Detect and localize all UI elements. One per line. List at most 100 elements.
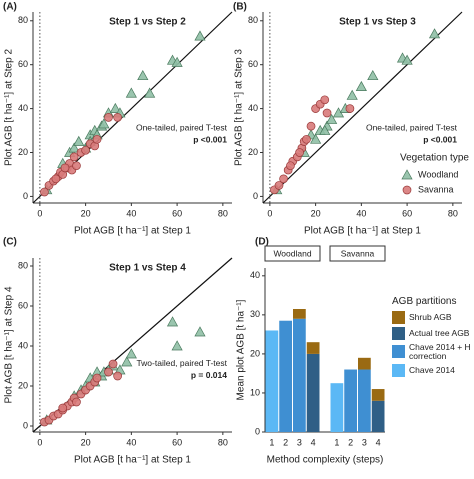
legend-d: AGB partitions Shrub AGB Actual tree AGB Ch… (392, 296, 472, 380)
x-tick-label: 3 (297, 437, 302, 447)
point (171, 56, 183, 67)
x-tick-label: 1 (269, 437, 274, 447)
point (319, 124, 331, 135)
legend-item: Chave 2014 (392, 363, 472, 377)
annotation: One-tailed, paired T-test (366, 122, 458, 132)
point (69, 152, 79, 162)
legend-swatch (392, 327, 405, 340)
annotation: p <0.001 (423, 134, 457, 144)
legend-item: Actual tree AGB (392, 327, 472, 340)
point (40, 187, 49, 197)
bar-segment (293, 318, 306, 432)
y-axis-label: Plot AGB [t ha⁻¹] at Step 3 (234, 49, 245, 166)
y-tick-label: 0 (253, 191, 258, 201)
panel-title: Step 1 vs Step 2 (109, 17, 186, 28)
bar-segment (306, 353, 320, 432)
point (121, 356, 133, 367)
panel-label: (D) (255, 237, 269, 248)
point (306, 121, 316, 131)
point (72, 397, 81, 407)
x-tick-label: 40 (126, 208, 136, 218)
y-tick-label: 40 (18, 340, 28, 350)
point (125, 87, 137, 98)
x-tick-label: 0 (37, 437, 42, 447)
y-tick-label: 40 (18, 103, 28, 113)
x-tick-label: 4 (376, 437, 381, 447)
x-tick-label: 60 (402, 208, 412, 218)
panel-label: (A) (3, 2, 17, 13)
y-tick-label: 60 (248, 59, 258, 69)
y-tick-label: 60 (18, 59, 28, 69)
legend-label: Chave 2014 (409, 364, 455, 375)
legend-swatch (392, 363, 405, 377)
point (144, 87, 156, 98)
point (355, 80, 367, 91)
x-tick-label: 80 (448, 208, 458, 218)
point (326, 113, 338, 124)
point (104, 367, 113, 377)
legend-label: Chave 2014 + H correction (409, 342, 471, 361)
y-tick-label: 0 (255, 426, 260, 436)
point (279, 174, 288, 184)
point (92, 134, 102, 144)
point (322, 108, 332, 118)
legend-label: Shrub AGB (409, 312, 452, 323)
point (320, 95, 330, 105)
point (171, 340, 183, 351)
point (125, 348, 137, 359)
one-to-one-line (262, 11, 463, 204)
legend-label: Savanna (418, 184, 454, 194)
annotation: Two-tailed, paired T-test (136, 358, 227, 368)
bar-segment (293, 309, 306, 319)
legend-label: Actual tree AGB (409, 328, 470, 339)
point (274, 181, 284, 190)
x-tick-label: 60 (172, 437, 182, 447)
x-axis-label: Method complexity (steps) (267, 455, 384, 466)
point (286, 161, 295, 171)
facet-label: Savanna (341, 248, 375, 258)
point (73, 135, 85, 146)
point (109, 102, 121, 113)
point (137, 69, 149, 81)
x-tick-label: 4 (311, 437, 316, 447)
point (401, 54, 413, 65)
point (346, 89, 358, 100)
x-tick-label: 1 (334, 437, 339, 447)
legend-marker (401, 169, 413, 180)
point (194, 326, 206, 337)
x-tick-label: 0 (267, 208, 272, 218)
y-tick-label: 40 (250, 270, 260, 280)
bar-segment (371, 400, 385, 432)
point (302, 134, 311, 144)
x-tick-label: 40 (126, 437, 136, 447)
bar-segment (371, 389, 385, 401)
point (428, 28, 441, 39)
x-tick-label: 20 (81, 208, 91, 218)
point (166, 316, 179, 327)
point (345, 104, 355, 113)
y-tick-label: 10 (250, 387, 260, 397)
facet-strip (264, 245, 321, 262)
point (58, 403, 68, 413)
legend-swatch (392, 311, 405, 324)
point (72, 161, 81, 171)
y-tick-label: 30 (250, 309, 260, 319)
bar-segment (358, 357, 371, 370)
x-tick-label: 80 (218, 437, 228, 447)
legend-label: Woodland (418, 169, 458, 179)
point (295, 148, 304, 157)
y-tick-label: 20 (18, 380, 28, 390)
y-tick-label: 80 (248, 15, 258, 25)
point (310, 133, 322, 144)
bar-segment (306, 342, 320, 354)
bar-segment (358, 369, 371, 432)
x-tick-label: 3 (362, 437, 367, 447)
y-tick-label: 80 (18, 260, 28, 270)
panel-title: Step 1 vs Step 3 (339, 17, 416, 28)
point (113, 113, 122, 122)
bar-segment (279, 320, 292, 432)
point (51, 174, 61, 184)
panel-label: (B) (233, 2, 247, 13)
point (108, 359, 118, 369)
